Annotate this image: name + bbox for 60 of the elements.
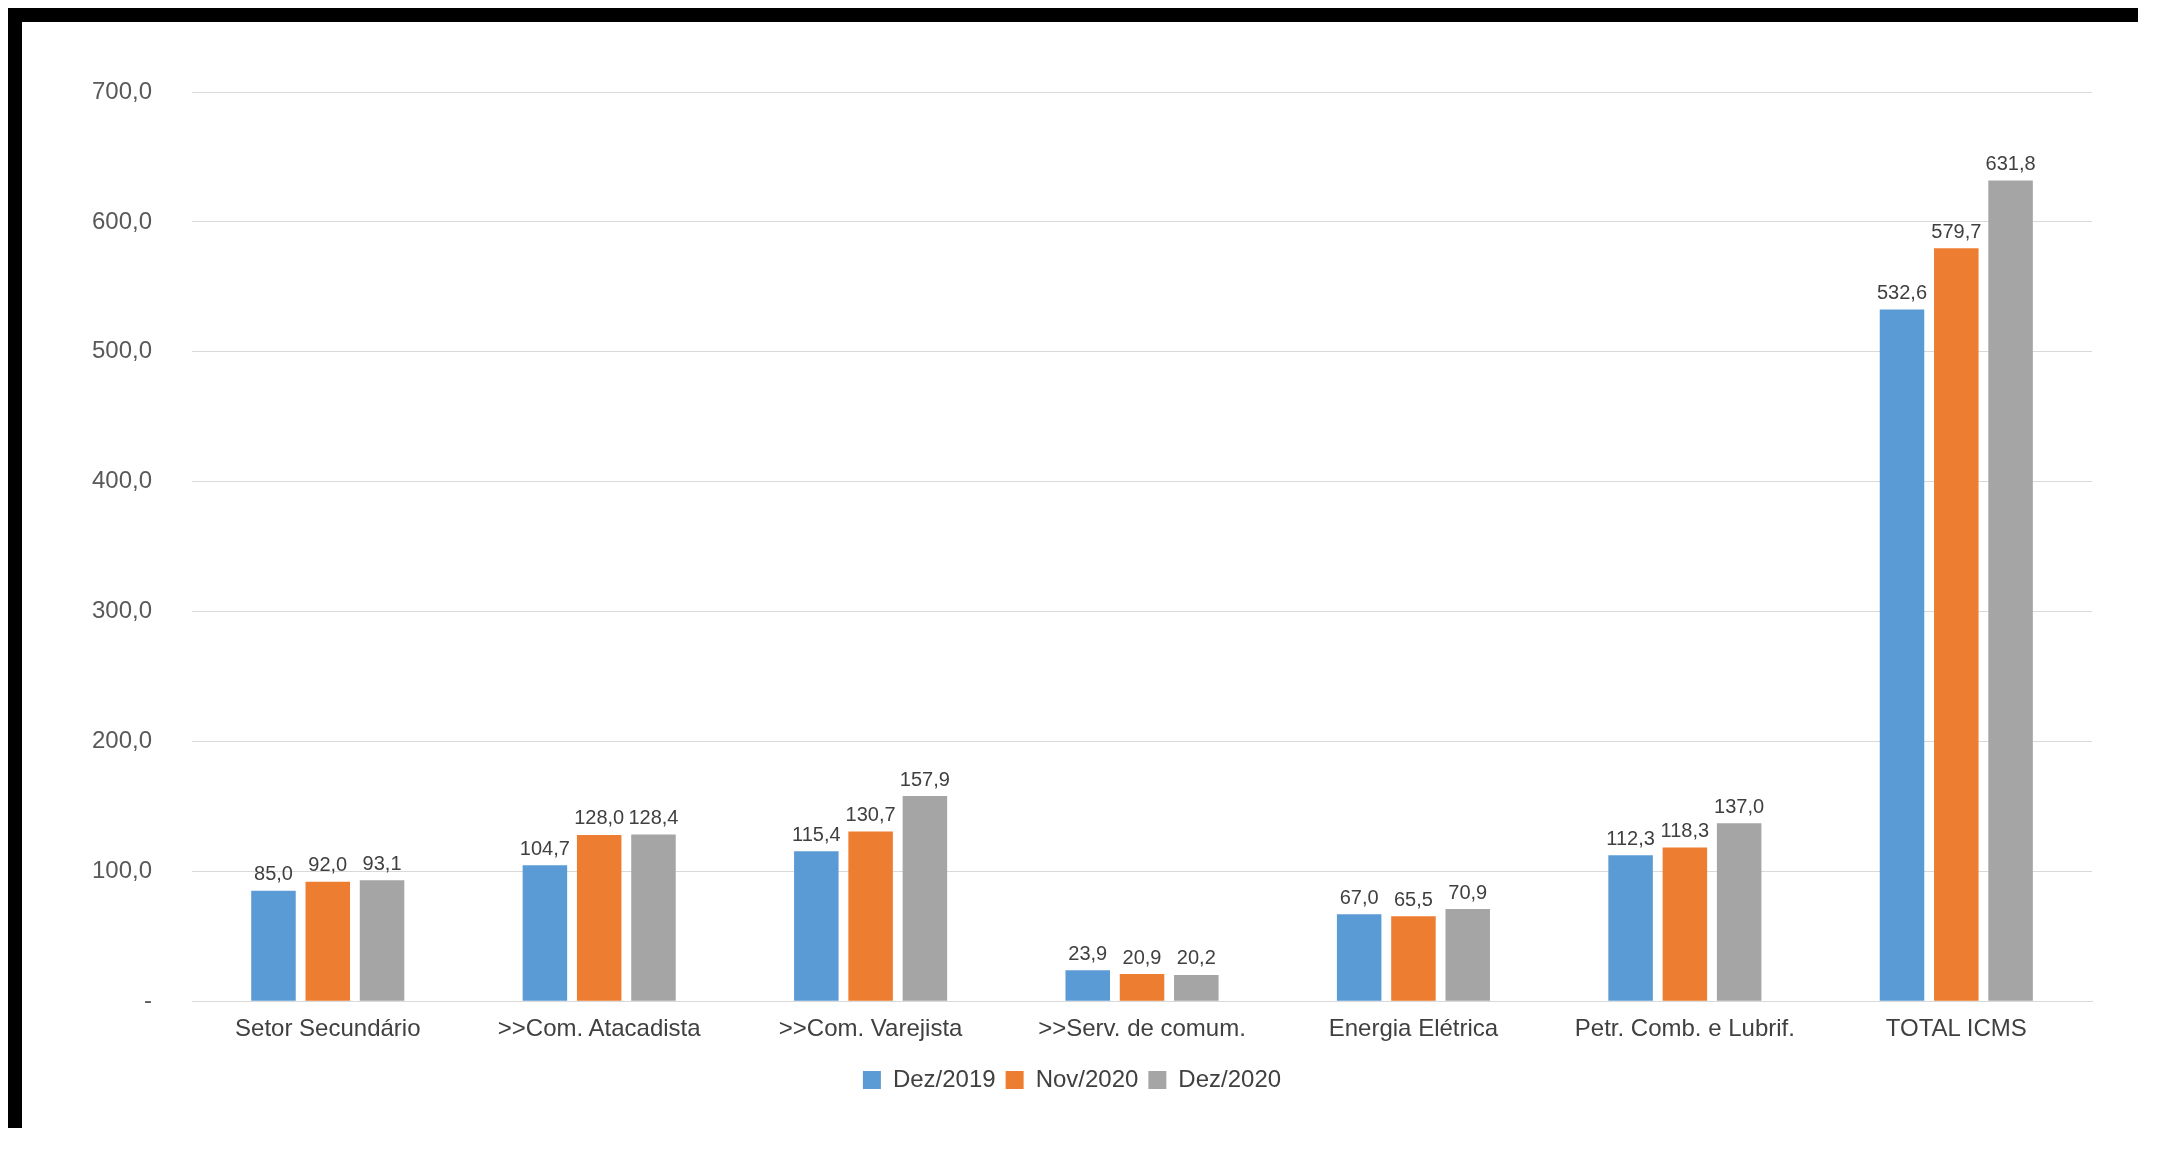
x-tick-label: Petr. Comb. e Lubrif. [1574, 1014, 1795, 1042]
bar [1662, 847, 1708, 1001]
bar [522, 865, 568, 1001]
data-label: 128,4 [628, 805, 679, 828]
data-label: 128,0 [574, 806, 625, 829]
bar [902, 796, 948, 1001]
data-label: 67,0 [1339, 885, 1379, 908]
data-label: 112,3 [1606, 826, 1655, 849]
bar [848, 831, 893, 1001]
data-label: 157,9 [899, 767, 950, 790]
y-tick-label: 100,0 [92, 855, 153, 883]
y-tick-label: 600,0 [92, 206, 153, 234]
x-tick-label: Energia Elétrica [1328, 1014, 1499, 1042]
x-tick-label: >>Com. Varejista [778, 1014, 964, 1042]
data-label: 115,4 [792, 822, 841, 845]
bar [1119, 974, 1165, 1001]
legend-label: Dez/2019 [892, 1064, 996, 1092]
data-label: 532,6 [1876, 280, 1928, 303]
bar [359, 880, 405, 1001]
y-tick-label: 300,0 [92, 596, 153, 624]
data-label: 130,7 [845, 802, 896, 825]
data-label: 579,7 [1931, 219, 1982, 242]
x-tick-label: TOTAL ICMS [1885, 1014, 2027, 1042]
bar [1391, 916, 1436, 1001]
y-tick-label: - [144, 985, 153, 1013]
x-tick-label: Setor Secundário [235, 1014, 421, 1042]
data-label: 23,9 [1068, 941, 1108, 964]
bar [1065, 970, 1110, 1001]
bar [305, 881, 351, 1001]
y-tick-label: 200,0 [92, 726, 153, 754]
data-label: 93,1 [362, 851, 402, 874]
y-tick-label: 400,0 [92, 466, 153, 494]
data-label: 65,5 [1393, 887, 1433, 910]
data-label: 20,2 [1176, 946, 1216, 969]
legend-label: Dez/2020 [1178, 1064, 1282, 1092]
data-label: 104,7 [519, 836, 570, 859]
data-label: 20,9 [1122, 945, 1162, 968]
bar [1174, 974, 1219, 1001]
y-tick-label: 500,0 [92, 336, 153, 364]
bar [1879, 309, 1925, 1001]
bar [1934, 248, 1979, 1001]
data-label: 92,0 [308, 853, 348, 876]
data-label: 631,8 [1985, 152, 2036, 175]
data-label: 70,9 [1448, 880, 1488, 903]
x-tick-label: >>Serv. de comum. [1038, 1014, 1246, 1042]
bar [794, 851, 839, 1001]
data-label: 118,3 [1660, 819, 1710, 842]
bar [576, 834, 622, 1001]
bar [1336, 914, 1382, 1001]
bar [251, 890, 296, 1001]
legend-label: Nov/2020 [1035, 1064, 1139, 1092]
x-tick-label: >>Com. Atacadista [497, 1014, 702, 1042]
y-tick-label: 700,0 [92, 76, 153, 104]
bar [631, 834, 676, 1001]
data-label: 85,0 [254, 862, 293, 885]
bar [1608, 855, 1653, 1001]
bar [1716, 823, 1762, 1001]
data-label: 137,0 [1714, 794, 1765, 817]
bar [1988, 180, 2033, 1001]
bar [1445, 909, 1490, 1001]
